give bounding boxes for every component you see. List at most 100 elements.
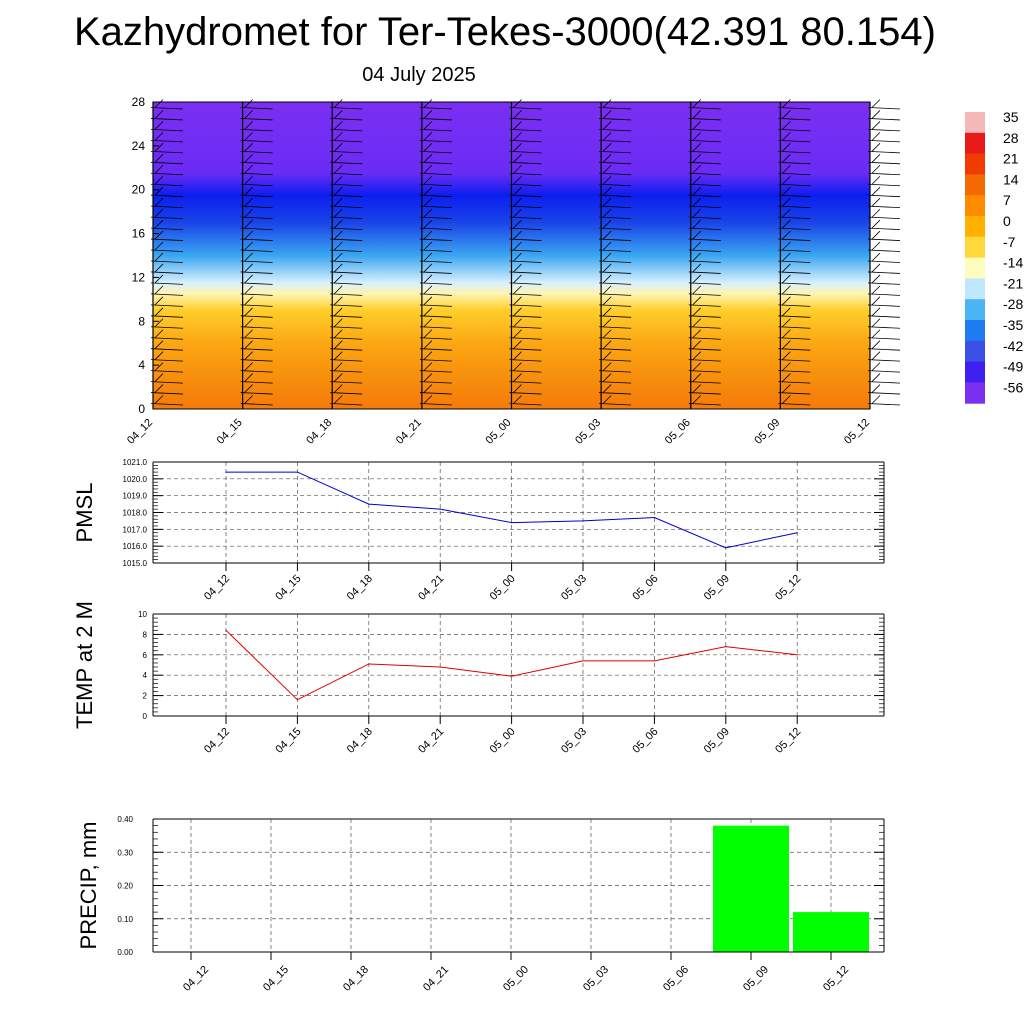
temp-point [725,646,727,648]
pmsl-xtick-label: 05_06 [630,573,660,603]
temp-ytick-label: 4 [143,671,148,680]
precip-ytick-label: 0.30 [117,848,133,857]
temp-xtick-label: 05_00 [488,726,518,756]
colorbar-label: -21 [1003,275,1023,291]
colorbar-label: -35 [1003,317,1023,333]
pmsl-xtick-label: 05_09 [702,573,732,603]
precip-xtick-label: 05_09 [741,964,771,994]
temp-xtick-label: 04_12 [202,726,232,756]
pmsl-xtick-label: 05_00 [488,573,518,603]
precip-ytick-label: 0.20 [117,882,133,891]
chart-title: Kazhydromet for Ter-Tekes-3000(42.391 80… [74,10,936,54]
pmsl-ytick-label: 1018.0 [123,509,148,518]
pmsl-point [368,503,370,505]
pmsl-ytick-label: 1017.0 [123,525,148,534]
temp-xtick-label: 04_21 [416,726,446,756]
wind-barb-column [599,99,632,409]
heatmap-xtick-label: 05_12 [842,417,872,447]
colorbar-label: -42 [1003,338,1023,354]
colorbar-swatch [965,112,985,134]
precip-ytick-label: 0.40 [117,815,133,824]
colorbar-label: 21 [1003,151,1019,167]
pmsl-xtick-label: 05_03 [559,573,589,603]
heatmap-xtick-label: 04_12 [125,417,155,447]
temp-ytick-label: 2 [143,692,148,701]
precip-xtick-label: 04_15 [261,964,291,994]
temp-xtick-label: 04_18 [345,726,375,756]
temp-point [582,660,584,662]
wind-barb-column [688,99,721,409]
precip-xtick-label: 05_12 [821,964,851,994]
temp-panel: 0 2 4 6 8 10 04_12 04_15 04_18 04_21 05_00 05_03 05_… [72,601,885,756]
pmsl-ytick-label: 1016.0 [123,542,148,551]
colorbar: 35 28 21 14 7 0 -7 -14 -21 -28 -35 -42 -49 -56 [965,109,1023,404]
pmsl-point [796,532,798,534]
colorbar-label: -7 [1003,234,1016,250]
chart-subtitle: 04 July 2025 [362,64,476,86]
precip-panel: 0.00 0.10 0.20 0.30 0.40 04_12 04_15 04_18 04_21… [76,815,885,994]
pmsl-ytick-label: 1021.0 [123,458,148,467]
pmsl-point [725,547,727,549]
heatmap-xtick-label: 04_15 [215,417,245,447]
pmsl-xtick-label: 04_15 [273,573,303,603]
precip-bar [713,825,789,952]
colorbar-swatch [965,174,985,196]
temp-xtick-label: 05_09 [702,726,732,756]
colorbar-swatch [965,132,985,155]
temp-ytick-label: 10 [138,610,147,619]
precip-ytick-label: 0.00 [117,948,133,957]
colorbar-swatch [965,236,985,259]
colorbar-label: -56 [1003,379,1023,395]
pmsl-xtick-label: 05_12 [773,573,803,603]
pmsl-point [511,522,513,524]
pmsl-xtick-label: 04_12 [202,573,232,603]
pmsl-point [653,516,656,519]
pmsl-point [296,471,298,473]
heatmap-ytick-label: 8 [138,314,145,328]
heatmap-ytick-label: 28 [132,95,146,109]
heatmap-xtick-label: 05_00 [484,417,514,447]
heatmap-xtick-label: 04_21 [394,417,424,447]
heatmap-ytick-label: 16 [132,227,146,241]
temp-point [796,654,798,656]
colorbar-swatch [965,299,985,321]
pmsl-point [582,520,584,522]
heatmap-xtick-label: 04_18 [304,417,334,447]
colorbar-swatch [965,340,985,363]
precip-xtick-label: 05_03 [581,964,611,994]
temp-point [368,663,370,665]
colorbar-swatch [965,361,985,383]
temp-ylabel: TEMP at 2 M [72,601,97,729]
colorbar-label: 0 [1003,213,1011,229]
pmsl-ytick-label: 1015.0 [123,559,148,568]
pmsl-ylabel: PMSL [72,483,97,543]
temp-point [511,675,513,677]
temp-xtick-label: 05_03 [559,726,589,756]
precip-xtick-label: 05_00 [501,964,531,994]
precip-xtick-label: 04_18 [341,964,371,994]
temp-ytick-label: 0 [143,712,148,721]
wind-barb-column [330,99,363,409]
pmsl-point [439,508,441,510]
colorbar-label: -14 [1003,255,1023,271]
precip-xtick-label: 04_21 [421,964,451,994]
pmsl-xtick-label: 04_21 [416,573,446,603]
wind-barb-column [509,99,542,409]
pmsl-xtick-label: 04_18 [345,573,375,603]
heatmap-ytick-label: 0 [138,402,145,416]
temp-point [439,666,441,668]
colorbar-label: -49 [1003,359,1023,375]
colorbar-swatch [965,320,985,342]
wind-barb-column [240,99,273,409]
colorbar-swatch [965,195,985,217]
colorbar-swatch [965,153,985,175]
pmsl-ytick-label: 1019.0 [123,492,148,501]
colorbar-label: 28 [1003,130,1019,146]
temp-xtick-label: 05_12 [773,726,803,756]
heatmap-ytick-label: 24 [132,139,146,153]
pmsl-panel: 1015.0 1016.0 1017.0 1018.0 1019.0 1020.0 1021… [72,458,885,603]
precip-ylabel: PRECIP, mm [76,822,101,950]
colorbar-label: 7 [1003,192,1011,208]
precip-xtick-label: 04_12 [181,964,211,994]
